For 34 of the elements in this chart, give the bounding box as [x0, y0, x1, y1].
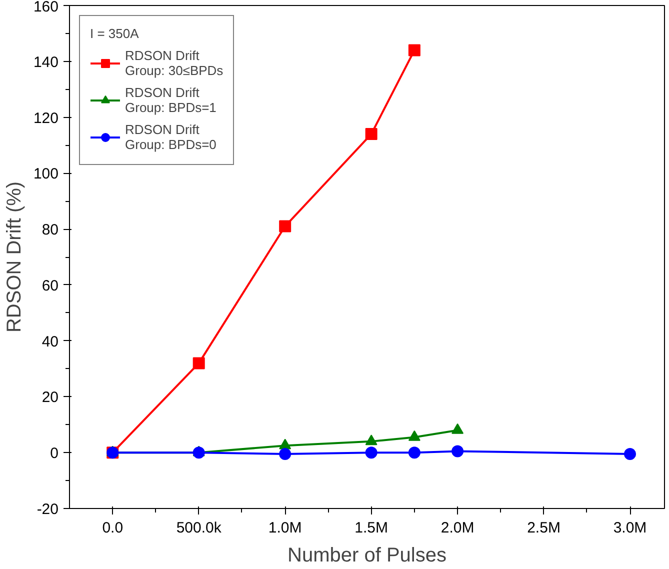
y-tick-label: 100: [33, 166, 59, 183]
point: [452, 445, 464, 458]
y-tick-label: 160: [33, 0, 59, 16]
y-tick-label: -20: [36, 501, 59, 518]
y-tick-label: 80: [42, 222, 59, 239]
point: [408, 446, 420, 459]
x-tick-label: 2.0M: [440, 520, 474, 536]
point: [279, 220, 292, 232]
point: [192, 446, 205, 459]
legend-label: RDSON Drift Group: BPDs=1: [125, 84, 216, 117]
x-tick-label: 500.0k: [176, 520, 222, 536]
x-tick-label: 2.5M: [527, 520, 560, 536]
y-tick-label: 0: [50, 445, 58, 462]
y-tick-label: 40: [42, 333, 59, 350]
x-tick-label: 1.5M: [354, 520, 388, 536]
point: [365, 128, 378, 140]
point: [192, 357, 205, 370]
x-tick-label: 0.0: [102, 520, 124, 536]
y-tick-label: 120: [33, 110, 59, 127]
point: [408, 44, 420, 56]
legend-label: RDSON Drift Group: 30≤BPDs: [125, 47, 224, 80]
x-tick-label: 3.0M: [613, 520, 647, 536]
point: [365, 446, 378, 459]
legend-title: I = 350A: [90, 26, 140, 41]
y-axis-title: RDSON Drift (%): [3, 181, 26, 333]
point: [365, 434, 378, 446]
y-tick-label: 20: [42, 389, 59, 406]
legend-label: RDSON Drift Group: BPDs=0: [125, 121, 216, 154]
y-tick-label: 60: [42, 277, 59, 294]
y-tick-label: 140: [33, 54, 59, 71]
x-tick-label: 1.0M: [268, 520, 302, 536]
point: [279, 448, 292, 460]
point: [624, 448, 636, 460]
x-axis-title: Number of Pulses: [288, 544, 446, 566]
